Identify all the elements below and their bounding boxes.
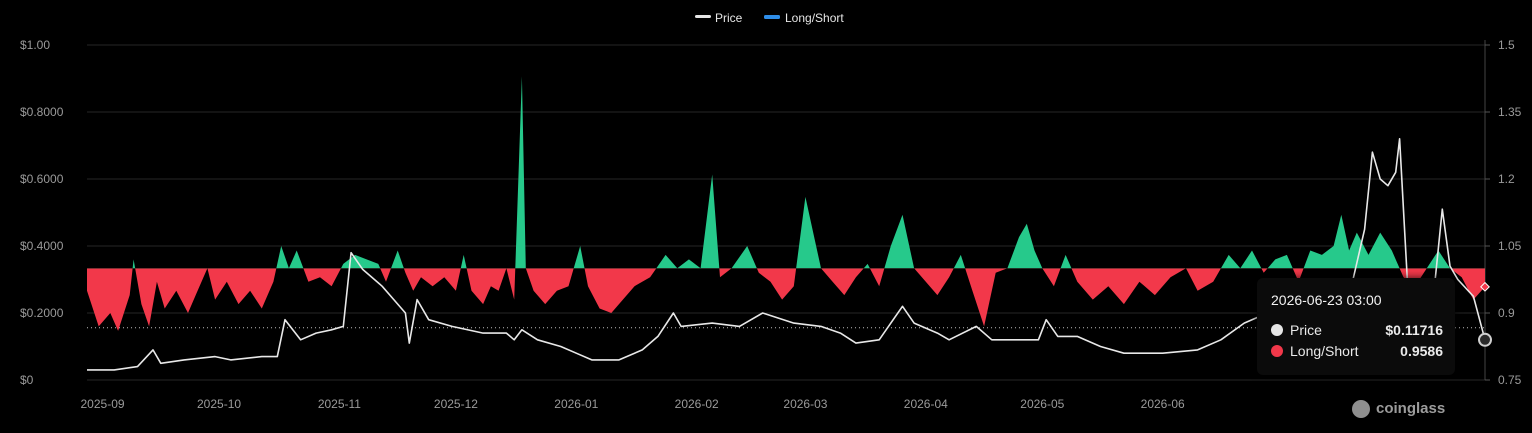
right-tick-label: 1.35 xyxy=(1498,105,1522,119)
left-tick-label: $0.6000 xyxy=(20,172,64,186)
long-short-area-below xyxy=(87,268,1485,331)
right-axis: 0.75 0.9 1.05 1.2 1.35 1.5 xyxy=(1484,38,1522,387)
legend-swatch-price xyxy=(695,15,711,18)
tooltip-title: 2026-06-23 03:00 xyxy=(1271,292,1382,308)
right-tick-label: 1.5 xyxy=(1498,38,1515,52)
legend-item-long-short[interactable]: Long/Short xyxy=(764,11,844,25)
hover-tooltip: 2026-06-23 03:00 Price $0.11716 Long/Sho… xyxy=(1257,278,1455,375)
right-tick-label: 1.05 xyxy=(1498,239,1522,253)
right-tick-label: 0.9 xyxy=(1498,306,1515,320)
x-tick-label: 2026-01 xyxy=(554,397,598,411)
legend-label-long-short: Long/Short xyxy=(785,11,844,25)
long-short-area xyxy=(87,76,1485,331)
x-tick-label: 2025-09 xyxy=(81,397,125,411)
tooltip-dot-long-short xyxy=(1271,345,1283,357)
x-tick-label: 2025-10 xyxy=(197,397,241,411)
legend-label-price: Price xyxy=(715,11,743,25)
tooltip-dot-price xyxy=(1271,324,1283,336)
grid-lines xyxy=(87,44,1485,381)
x-tick-label: 2026-05 xyxy=(1020,397,1064,411)
long-short-hover-marker xyxy=(1480,281,1490,292)
tooltip-label-price: Price xyxy=(1290,322,1322,338)
right-tick-label: 0.75 xyxy=(1498,373,1522,387)
price-hover-marker xyxy=(1478,332,1492,347)
left-tick-label: $0.8000 xyxy=(20,105,64,119)
watermark-text: coinglass xyxy=(1376,400,1446,417)
left-tick-label: $0.4000 xyxy=(20,239,64,253)
long-short-area-above xyxy=(87,76,1485,269)
x-tick-label: 2025-11 xyxy=(318,397,361,411)
left-tick-label: $0.2000 xyxy=(20,306,64,320)
right-tick-label: 1.2 xyxy=(1498,172,1515,186)
x-tick-label: 2026-03 xyxy=(783,397,827,411)
legend-item-price[interactable]: Price xyxy=(695,11,743,25)
hover-markers xyxy=(1478,281,1492,347)
left-tick-label: $0 xyxy=(20,373,34,387)
price-line xyxy=(87,138,1486,371)
tooltip-row-price: Price $0.11716 xyxy=(1271,322,1443,340)
x-tick-label: 2026-06 xyxy=(1141,397,1185,411)
tooltip-row-long-short: Long/Short 0.9586 xyxy=(1271,343,1443,361)
x-axis: 2025-09 2025-10 2025-11 2025-12 2026-01 2026-… xyxy=(81,397,1186,411)
left-axis: $0 $0.2000 $0.4000 $0.6000 $0.8000 $1.00 xyxy=(20,38,64,387)
coinglass-watermark: coinglass xyxy=(1352,400,1445,422)
legend-swatch-long-short xyxy=(764,15,780,19)
price-line-layer xyxy=(87,138,1486,371)
x-tick-label: 2025-12 xyxy=(434,397,478,411)
coinglass-logo-icon xyxy=(1352,400,1370,419)
x-tick-label: 2026-04 xyxy=(904,397,948,411)
legend[interactable]: Price Long/Short xyxy=(695,11,844,25)
tooltip-value-price: $0.11716 xyxy=(1385,322,1443,338)
left-tick-label: $1.00 xyxy=(20,38,50,52)
x-tick-label: 2026-02 xyxy=(675,397,719,411)
tooltip-label-long-short: Long/Short xyxy=(1290,343,1359,359)
tooltip-value-long-short: 0.9586 xyxy=(1400,343,1443,359)
